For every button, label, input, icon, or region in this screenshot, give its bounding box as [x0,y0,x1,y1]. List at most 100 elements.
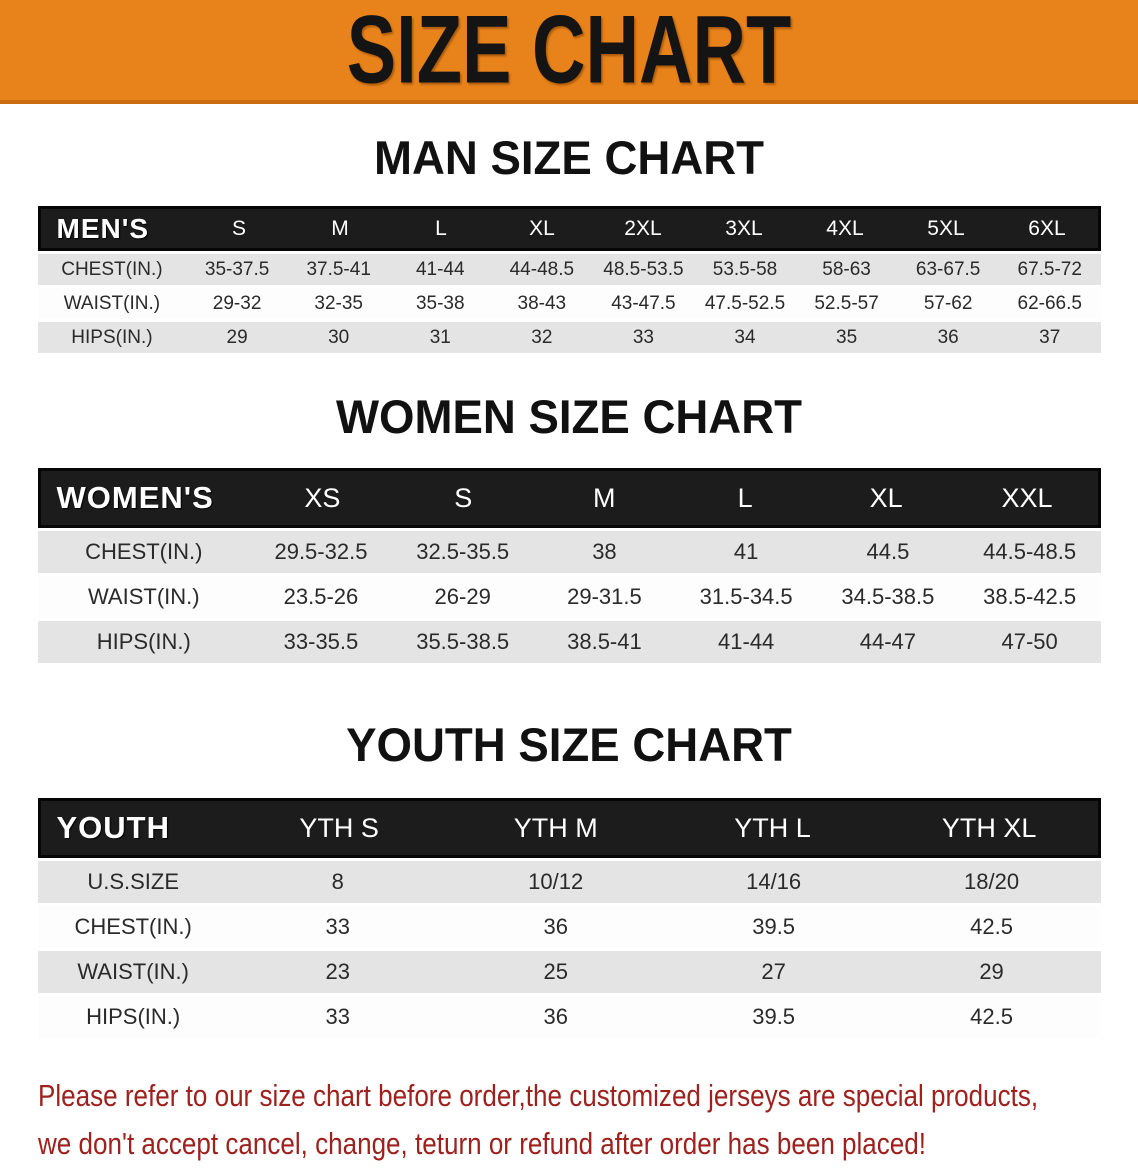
youth-table-header-row: YOUTH YTH S YTH M YTH L YTH XL [37,798,1101,858]
table-cell: 44-48.5 [509,258,575,280]
table-cell: 35-38 [415,292,465,314]
men-size-column-header: S [231,216,246,240]
women-size-column-header: L [737,482,753,513]
women-table-row: HIPS(IN.) 33-35.5 35.5-38.5 38.5-41 41-44 44-… [37,621,1101,663]
table-cell: 57-62 [923,292,973,314]
men-size-column-header: XL [529,216,555,240]
table-cell: 44.5 [866,539,910,564]
table-cell: 23 [325,959,351,984]
table-cell: 33 [325,1004,351,1029]
table-cell: 41 [733,539,759,564]
youth-table-row: WAIST(IN.) 23 25 27 29 [37,951,1101,993]
table-cell: 29-31.5 [567,584,642,609]
men-size-column-header: 5XL [927,216,965,240]
table-cell: 53.5-58 [712,258,778,280]
table-cell: 47-50 [1001,629,1058,654]
table-cell: 38-43 [517,292,567,314]
men-table-row: CHEST(IN.) 35-37.5 37.5-41 41-44 44-48.5 48.5… [37,254,1101,285]
men-size-column-header: 3XL [725,216,763,240]
table-cell: 35-37.5 [204,258,270,280]
table-cell: 29 [979,959,1004,984]
table-cell: 26-29 [434,584,491,609]
table-cell: 38 [592,539,617,564]
row-label: WAIST(IN.) [87,584,200,609]
table-cell: 38.5-41 [567,629,642,654]
table-cell: 47.5-52.5 [704,292,786,314]
table-cell: 39.5 [752,1004,796,1029]
men-size-column-header: 2XL [624,216,662,240]
women-size-column-header: XL [869,482,903,513]
men-table-row: HIPS(IN.) 29 30 31 32 33 34 35 36 37 [37,322,1101,353]
women-size-column-header: M [592,482,616,513]
row-label: CHEST(IN.) [74,914,192,939]
youth-size-column-header: YTH M [513,812,598,843]
table-cell: 34.5-38.5 [841,584,935,609]
table-cell: 30 [328,326,350,348]
table-cell: 39.5 [752,914,796,939]
men-size-table: MEN'S S M L XL 2XL 3XL 4XL 5XL 6XL CHEST(IN.) 35-37… [37,206,1101,353]
disclaimer-line-1: Please refer to our size chart before or… [38,1078,1039,1113]
women-header-label: WOMEN'S [56,480,214,515]
women-table-row: WAIST(IN.) 23.5-26 26-29 29-31.5 31.5-34.5 34… [37,576,1101,618]
row-label: HIPS(IN.) [86,1004,181,1029]
disclaimer-text: Please refer to our size chart before or… [38,1072,1138,1168]
table-cell: 34 [734,326,756,348]
row-label: U.S.SIZE [87,869,179,894]
table-cell: 32 [531,326,553,348]
table-cell: 41-44 [718,629,775,654]
row-label: HIPS(IN.) [96,629,191,654]
youth-table-row: HIPS(IN.) 33 36 39.5 42.5 [37,996,1101,1038]
men-header-label: MEN'S [56,212,150,244]
youth-size-column-header: YTH XL [941,812,1037,843]
table-cell: 23.5-26 [283,584,359,609]
table-cell: 52.5-57 [814,292,879,314]
youth-header-label: YOUTH [56,810,170,845]
table-cell: 14/16 [746,869,802,894]
row-label: WAIST(IN.) [77,959,189,984]
table-cell: 42.5 [970,1004,1013,1029]
table-cell: 31 [429,326,451,348]
youth-size-column-header: YTH L [734,812,811,843]
table-cell: 48.5-53.5 [603,258,684,280]
row-label: CHEST(IN.) [85,539,203,564]
youth-table-row: U.S.SIZE 8 10/12 14/16 18/20 [37,861,1101,903]
youth-size-column-header: YTH S [299,812,379,843]
women-table-header-row: WOMEN'S XS S M L XL XXL [37,468,1101,528]
women-section-title: WOMEN SIZE CHART [335,390,802,443]
row-label: CHEST(IN.) [61,258,163,280]
size-chart-banner: SIZE CHART [0,0,1138,104]
row-label: HIPS(IN.) [71,326,153,348]
table-cell: 36 [937,326,959,348]
table-cell: 33-35.5 [283,629,359,654]
table-cell: 32.5-35.5 [416,539,510,564]
table-cell: 18/20 [964,869,1020,894]
table-cell: 38.5-42.5 [983,584,1077,609]
table-cell: 42.5 [970,914,1013,939]
table-cell: 36 [543,1004,568,1029]
table-cell: 29 [226,326,248,348]
youth-section-title: YOUTH SIZE CHART [346,718,792,771]
men-size-column-header: 4XL [826,216,864,240]
table-cell: 62-66.5 [1017,292,1082,314]
table-cell: 31.5-34.5 [699,584,793,609]
table-cell: 43-47.5 [611,292,676,314]
men-table-row: WAIST(IN.) 29-32 32-35 35-38 38-43 43-47.5 47.… [37,288,1101,319]
table-cell: 67.5-72 [1017,258,1082,280]
table-cell: 41-44 [415,258,465,280]
men-size-column-header: M [331,216,349,240]
men-size-column-header: 6XL [1028,216,1066,240]
women-size-column-header: XXL [1001,482,1053,513]
table-cell: 33 [632,326,654,348]
table-cell: 10/12 [528,869,584,894]
table-cell: 37 [1039,326,1061,348]
table-cell: 25 [543,959,568,984]
women-table-row: CHEST(IN.) 29.5-32.5 32.5-35.5 38 41 44.5 44.5… [37,531,1101,573]
youth-table-row: CHEST(IN.) 33 36 39.5 42.5 [37,906,1101,948]
table-cell: 29.5-32.5 [274,539,368,564]
table-cell: 35 [836,326,858,348]
women-size-column-header: XS [304,482,341,513]
men-table-header-row: MEN'S S M L XL 2XL 3XL 4XL 5XL 6XL [37,206,1101,251]
table-cell: 44-47 [859,629,917,654]
table-cell: 27 [761,959,786,984]
